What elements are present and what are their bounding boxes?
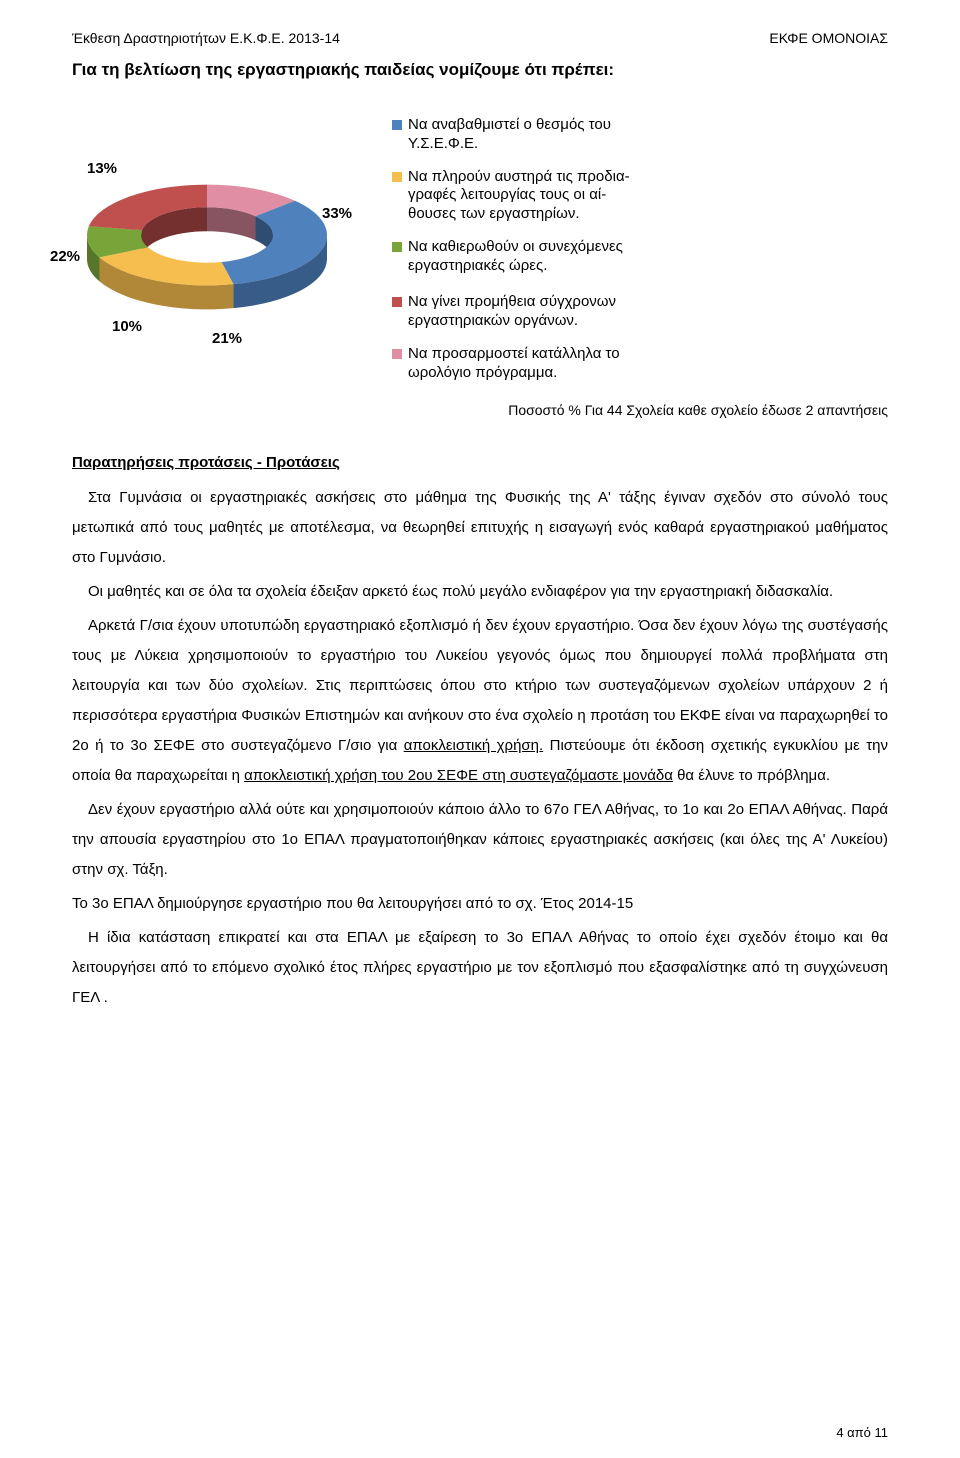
legend-label: Να γίνει προμήθεια σύγχρονων εργαστηριακ… (408, 293, 632, 331)
legend-item: Να γίνει προμήθεια σύγχρονων εργαστηριακ… (392, 293, 632, 331)
legend-item: Να καθιερωθούν οι συνεχόμενες εργαστηρια… (392, 238, 632, 276)
chart-legend: Να αναβαθμιστεί ο θεσμός του Υ.Σ.Ε.Φ.Ε. Ν… (392, 116, 888, 382)
pie-chart: 33%21%10%22%13% Να αναβαθμιστεί ο θεσμός… (72, 98, 888, 418)
legend-label: Να αναβαθμιστεί ο θεσμός του Υ.Σ.Ε.Φ.Ε. (408, 116, 632, 154)
legend-swatch (392, 242, 402, 252)
legend-column: Να γίνει προμήθεια σύγχρονων εργαστηριακ… (392, 293, 632, 382)
paragraph: Αρκετά Γ/σια έχουν υποτυπώδη εργαστηριακ… (72, 611, 888, 791)
pct-label: 10% (112, 318, 142, 335)
paragraph: Οι μαθητές και σε όλα τα σχολεία έδειξαν… (72, 577, 888, 607)
legend-swatch (392, 172, 402, 182)
legend-label: Να πληρούν αυστηρά τις προδια-γραφές λει… (408, 168, 632, 224)
legend-swatch (392, 297, 402, 307)
page-number: 4 από 11 (836, 1425, 888, 1440)
legend-label: Να προσαρμοστεί κατάλληλα το ωρολόγιο πρ… (408, 345, 632, 383)
legend-swatch (392, 349, 402, 359)
pct-label: 21% (212, 330, 242, 347)
legend-item: Να πληρούν αυστηρά τις προδια-γραφές λει… (392, 168, 632, 224)
paragraph: Στα Γυμνάσια οι εργαστηριακές ασκήσεις σ… (72, 483, 888, 573)
legend-swatch (392, 120, 402, 130)
pct-label: 33% (322, 205, 352, 222)
legend-item: Να προσαρμοστεί κατάλληλα το ωρολόγιο πρ… (392, 345, 632, 383)
paragraph: Η ίδια κατάσταση επικρατεί και στα ΕΠΑΛ … (72, 923, 888, 1013)
legend-column: Να αναβαθμιστεί ο θεσμός του Υ.Σ.Ε.Φ.Ε. Ν… (392, 116, 632, 275)
chart-footer: Ποσοστό % Για 44 Σχολεία καθε σχολείο έδ… (508, 402, 888, 418)
header-right: ΕΚΦΕ ΟΜΟΝΟΙΑΣ (769, 30, 888, 46)
section-heading: Παρατηρήσεις προτάσεις - Προτάσεις (72, 454, 888, 471)
legend-label: Να καθιερωθούν οι συνεχόμενες εργαστηρια… (408, 238, 632, 276)
header-left: Έκθεση Δραστηριοτήτων Ε.Κ.Φ.Ε. 2013-14 (72, 30, 340, 46)
donut-wrap (62, 120, 352, 350)
pct-label: 22% (50, 248, 80, 265)
pct-label: 13% (87, 160, 117, 177)
donut-svg (62, 120, 352, 350)
body-text: Στα Γυμνάσια οι εργαστηριακές ασκήσεις σ… (72, 483, 888, 1013)
legend-item: Να αναβαθμιστεί ο θεσμός του Υ.Σ.Ε.Φ.Ε. (392, 116, 632, 154)
chart-title: Για τη βελτίωση της εργαστηριακής παιδεί… (72, 60, 888, 80)
paragraph: Το 3ο ΕΠΑΛ δημιούργησε εργαστήριο που θα… (72, 889, 888, 919)
paragraph: Δεν έχουν εργαστήριο αλλά ούτε και χρησι… (72, 795, 888, 885)
